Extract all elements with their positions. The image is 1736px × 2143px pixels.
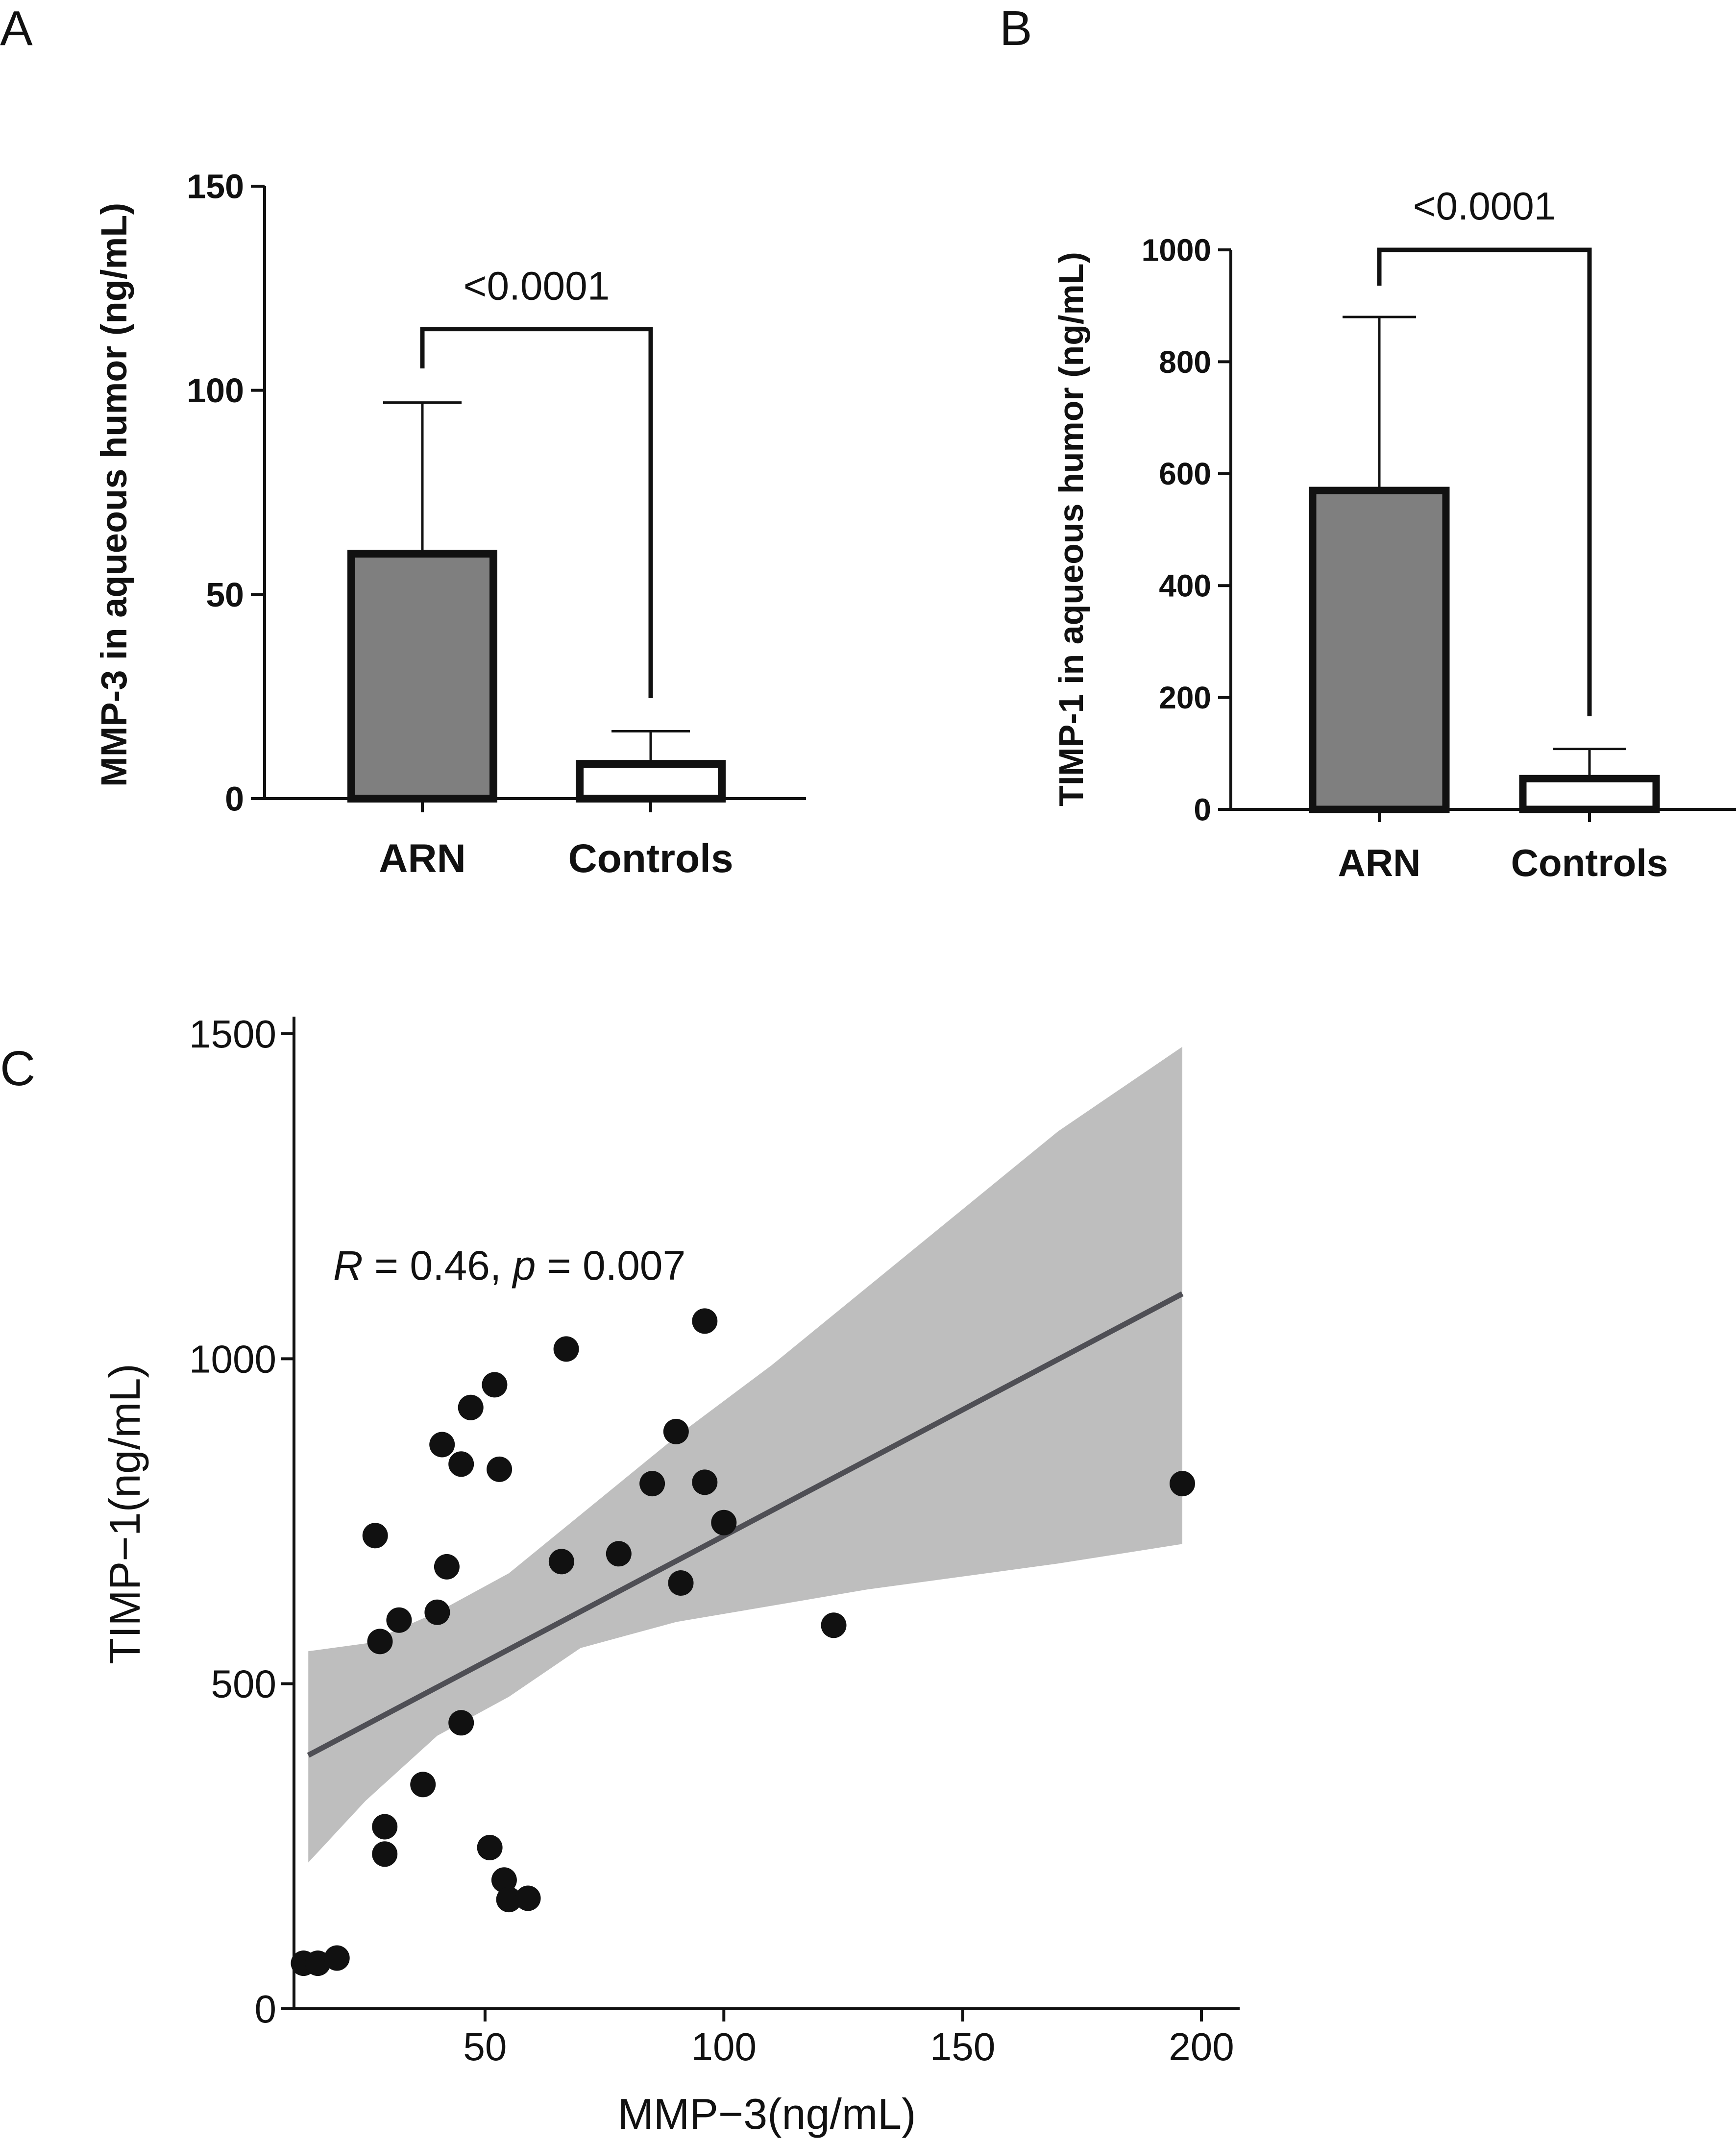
panel-b-y-tick-label: 400 [1159, 568, 1211, 604]
confidence-band [308, 1047, 1183, 1863]
panel-letter-c: C [0, 1041, 35, 1096]
panel-c-correlation-annotation: R = 0.46, p = 0.007 [333, 1242, 685, 1289]
scatter-point [448, 1451, 474, 1477]
significance-bracket [420, 327, 653, 698]
scatter-point [305, 1950, 331, 1976]
scatter-point [711, 1510, 737, 1535]
panel-b-y-tick-label: 600 [1159, 456, 1211, 491]
panel-letter-b: B [1000, 1, 1032, 56]
panel-c-y-axis-label: TIMP−1(ng/mL) [100, 1364, 149, 1664]
scatter-point [821, 1612, 847, 1638]
panel-b-category-label: Controls [1511, 841, 1668, 884]
panel-a-y-tick-label: 100 [187, 371, 244, 410]
panel-c-y-tick-label: 1500 [189, 1012, 276, 1056]
scatter-point [386, 1607, 412, 1633]
annotation-r-symbol: R [333, 1242, 363, 1289]
scatter-point [477, 1835, 503, 1860]
scatter-point [692, 1308, 718, 1334]
scatter-point [367, 1629, 393, 1655]
panel-c-x-tick-label: 200 [1169, 2025, 1234, 2069]
panel-a-y-tick-label: 0 [225, 780, 244, 818]
regression-line [307, 1291, 1184, 1758]
scatter-point [496, 1887, 522, 1913]
scatter-point [663, 1418, 689, 1444]
panel-c-x-tick-label: 100 [691, 2025, 757, 2069]
scatter-point [434, 1554, 460, 1580]
scatter-point [372, 1841, 398, 1867]
panel-c-x-tick-label: 50 [463, 2025, 507, 2069]
annotation-r-value: = 0.46, [363, 1242, 513, 1289]
scatter-point [487, 1456, 513, 1482]
panel-a-category-label: ARN [379, 836, 466, 881]
bar [576, 760, 726, 803]
scatter-point [362, 1523, 388, 1549]
scatter-point [424, 1599, 450, 1625]
scatter-point [668, 1570, 694, 1596]
bar [347, 550, 497, 803]
scatter-point [606, 1541, 632, 1567]
scatter-point [482, 1372, 508, 1398]
panel-b-y-tick-label: 800 [1159, 344, 1211, 380]
scatter-point [491, 1867, 517, 1893]
panel-b-y-tick-label: 200 [1159, 680, 1211, 715]
annotation-p-symbol: p [512, 1242, 536, 1289]
scatter-point [410, 1772, 436, 1798]
scatter-point [692, 1469, 718, 1495]
panel-a-significance-label: <0.0001 [464, 264, 610, 309]
panel-c-scatter-plot: TIMP−1(ng/mL) MMP−3(ng/mL) R = 0.46, p =… [100, 1012, 1240, 2138]
annotation-p-value: = 0.007 [536, 1242, 685, 1289]
panel-b-y-tick-label: 0 [1194, 792, 1211, 827]
scatter-point [458, 1394, 484, 1420]
panel-a-y-axis-label: MMP-3 in aqueous humor (ng/mL) [94, 203, 134, 787]
panel-a-category-label: Controls [568, 836, 733, 881]
panel-a-y-tick-label: 150 [187, 168, 244, 206]
panel-c-x-tick-label: 150 [930, 2025, 995, 2069]
panel-a-bar-chart: MMP-3 in aqueous humor (ng/mL) <0.0001 A… [94, 168, 806, 881]
scatter-point [448, 1710, 474, 1736]
scatter-point [429, 1432, 455, 1458]
significance-bracket [1377, 247, 1592, 716]
panel-c-y-tick-label: 1000 [189, 1337, 276, 1381]
panel-letter-a: A [0, 1, 33, 56]
panel-b-category-label: ARN [1338, 841, 1421, 884]
panel-b-significance-label: <0.0001 [1413, 184, 1556, 228]
scatter-point [1170, 1471, 1195, 1497]
panel-b-y-axis-label: TIMP-1 in aqueous humor (ng/mL) [1052, 252, 1090, 806]
scatter-point [639, 1471, 665, 1497]
scatter-point [372, 1814, 398, 1840]
scatter-point [515, 1885, 541, 1911]
scatter-point [548, 1549, 574, 1575]
panel-b-y-tick-label: 1000 [1142, 232, 1211, 268]
bar [1519, 775, 1660, 813]
scatter-point [553, 1336, 579, 1362]
panel-c-x-axis-label: MMP−3(ng/mL) [618, 2090, 916, 2138]
panel-c-y-tick-label: 500 [211, 1662, 276, 1706]
panel-a-y-tick-label: 50 [206, 576, 244, 614]
bar [1309, 487, 1450, 813]
scatter-point [324, 1945, 350, 1971]
panel-c-y-tick-label: 0 [255, 1987, 277, 2031]
panel-b-bar-chart: TIMP-1 in aqueous humor (ng/mL) <0.0001 … [1052, 184, 1736, 884]
